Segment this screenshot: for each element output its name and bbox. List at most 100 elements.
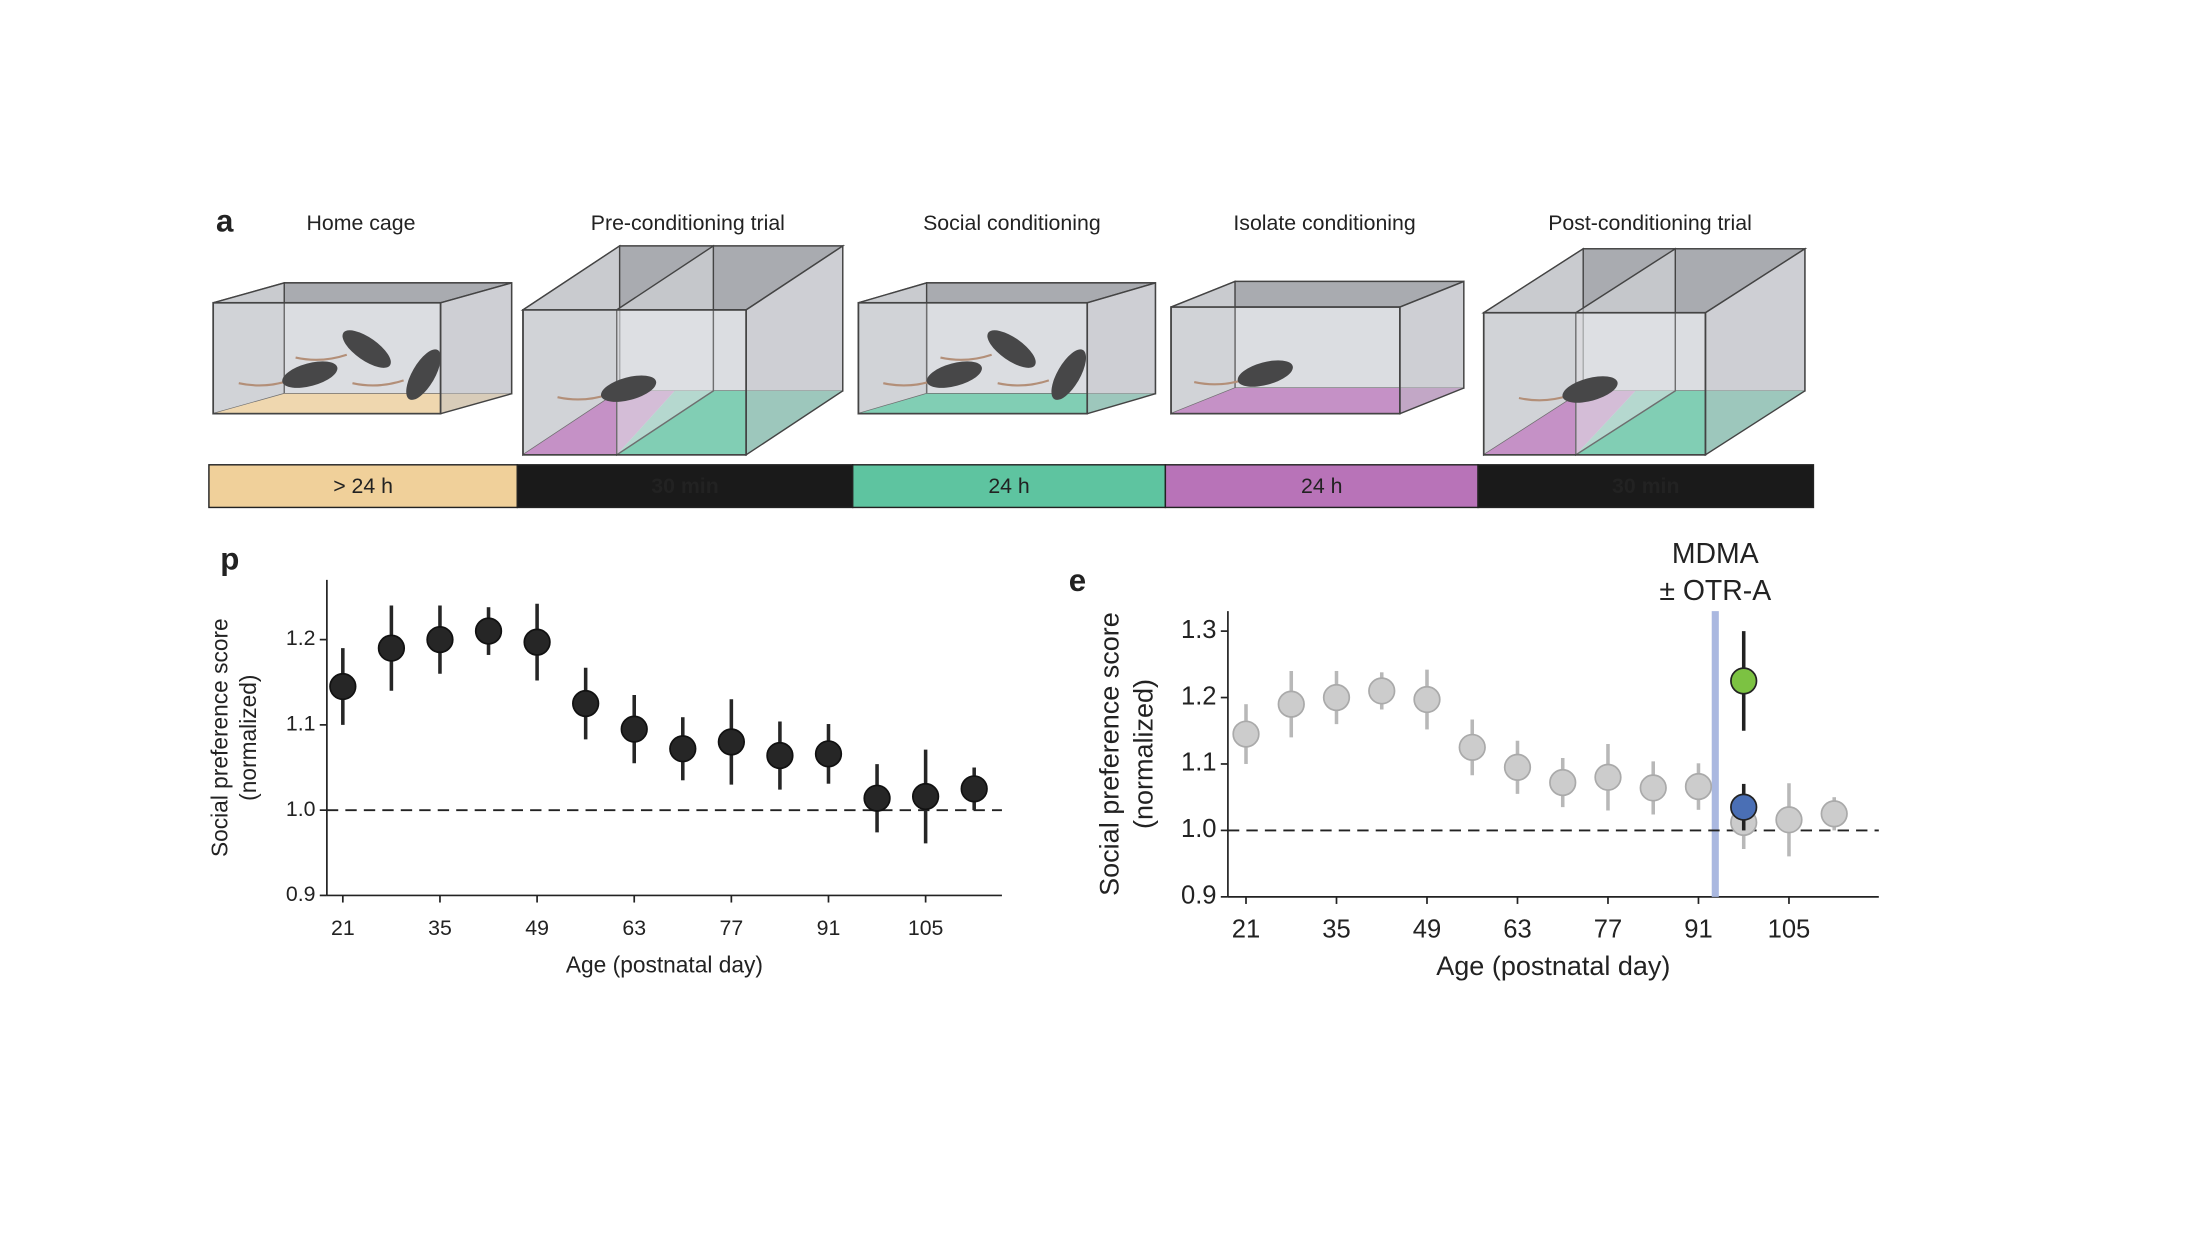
mouse xyxy=(987,330,1036,368)
stage-title: Pre-conditioning trial xyxy=(591,211,785,235)
timeline-duration: 24 h xyxy=(1301,474,1342,498)
y-tick-label: 0.9 xyxy=(286,882,316,906)
mouse-tail xyxy=(295,353,348,361)
x-tick-label: 21 xyxy=(331,916,355,940)
y-tick-label: 1.0 xyxy=(1181,815,1217,843)
panel-label: e xyxy=(1069,563,1086,598)
data-point xyxy=(766,741,794,770)
x-tick-label: 21 xyxy=(1232,916,1260,944)
y-tick-label: 1.2 xyxy=(1181,682,1217,710)
box-front xyxy=(1482,311,1707,456)
data-point xyxy=(620,715,648,743)
mouse xyxy=(600,375,657,402)
divider xyxy=(616,244,715,457)
divider xyxy=(1575,247,1677,457)
x-tick-label: 77 xyxy=(720,916,744,940)
data-point xyxy=(523,628,551,656)
x-tick-label: 35 xyxy=(1322,916,1350,944)
data-point xyxy=(572,689,600,718)
data-point xyxy=(474,617,503,645)
x-tick-label: 105 xyxy=(1768,916,1811,944)
mouse xyxy=(1562,376,1618,403)
data-point xyxy=(863,784,891,812)
data-point xyxy=(426,625,454,654)
mouse-tail xyxy=(940,353,992,361)
data-point xyxy=(1730,667,1758,695)
box-front xyxy=(857,301,1089,415)
y-axis-label: Social preference score xyxy=(1094,612,1124,896)
timeline-segment xyxy=(1477,464,1815,509)
mouse-tail xyxy=(352,379,404,387)
data-point xyxy=(717,728,746,756)
x-axis-label: Age (postnatal day) xyxy=(566,951,763,977)
data-point xyxy=(1820,800,1848,828)
data-point xyxy=(1775,806,1803,834)
data-point xyxy=(1594,763,1622,791)
data-point xyxy=(377,634,406,662)
mouse xyxy=(1237,360,1293,387)
y-tick-label: 1.3 xyxy=(1181,616,1217,644)
timeline-segment xyxy=(516,464,854,509)
x-tick-label: 105 xyxy=(908,916,944,940)
data-point xyxy=(1684,772,1713,801)
timeline-segment xyxy=(208,464,519,509)
panel-label: p xyxy=(220,542,239,577)
y-axis-label: Social preference score xyxy=(207,618,233,857)
data-point xyxy=(1549,768,1577,797)
stage-title: Social conditioning xyxy=(923,211,1101,235)
data-point xyxy=(1368,677,1396,705)
timeline-duration: 30 min xyxy=(1612,474,1679,498)
box-front xyxy=(522,309,747,456)
mouse xyxy=(1051,349,1087,400)
box-right xyxy=(439,281,513,415)
x-tick-label: 49 xyxy=(525,916,549,940)
x-tick-label: 63 xyxy=(1503,916,1531,944)
data-point xyxy=(1503,753,1532,781)
y-tick-label: 1.1 xyxy=(286,712,316,736)
mouse-tail xyxy=(997,379,1050,387)
data-point xyxy=(1322,683,1351,712)
floor xyxy=(858,393,1156,414)
x-tick-label: 77 xyxy=(1594,916,1622,944)
floor xyxy=(1171,388,1464,414)
x-axis-label: Age (postnatal day) xyxy=(1436,951,1670,981)
annotation: ± OTR-A xyxy=(1659,575,1771,607)
data-point xyxy=(960,775,988,803)
data-point xyxy=(814,740,843,768)
y-tick-label: 0.9 xyxy=(1181,882,1217,910)
mouse xyxy=(926,361,982,388)
mouse xyxy=(406,349,441,400)
y-tick-label: 1.2 xyxy=(286,626,316,650)
x-tick-label: 91 xyxy=(1684,916,1712,944)
data-point xyxy=(1413,685,1441,714)
data-point xyxy=(329,672,357,701)
timeline-duration: 30 min xyxy=(651,474,718,498)
data-point xyxy=(1232,720,1260,748)
floor xyxy=(213,393,512,414)
timeline-segment xyxy=(852,464,1167,509)
stage-title: Home cage xyxy=(307,211,416,235)
y-tick-label: 1.1 xyxy=(1181,749,1217,777)
timeline-duration: > 24 h xyxy=(333,474,393,498)
annotation: MDMA xyxy=(1672,538,1759,570)
y-axis-label: (normalized) xyxy=(235,675,261,801)
timeline-duration: 24 h xyxy=(988,474,1029,498)
data-point xyxy=(1277,690,1305,718)
y-tick-label: 1.0 xyxy=(286,797,316,821)
timeline-segment xyxy=(1164,464,1479,509)
data-point xyxy=(1730,793,1758,821)
data-point xyxy=(669,735,697,763)
stage-title: Isolate conditioning xyxy=(1233,211,1415,235)
x-tick-label: 63 xyxy=(622,916,646,940)
mouse xyxy=(282,361,338,388)
box-front xyxy=(212,301,442,415)
x-tick-label: 49 xyxy=(1413,916,1441,944)
stage-title: Post-conditioning trial xyxy=(1548,211,1752,235)
x-tick-label: 35 xyxy=(428,916,452,940)
data-point xyxy=(1458,733,1486,762)
data-point xyxy=(911,782,940,811)
y-axis-label: (normalized) xyxy=(1129,679,1159,829)
mouse xyxy=(342,330,391,368)
